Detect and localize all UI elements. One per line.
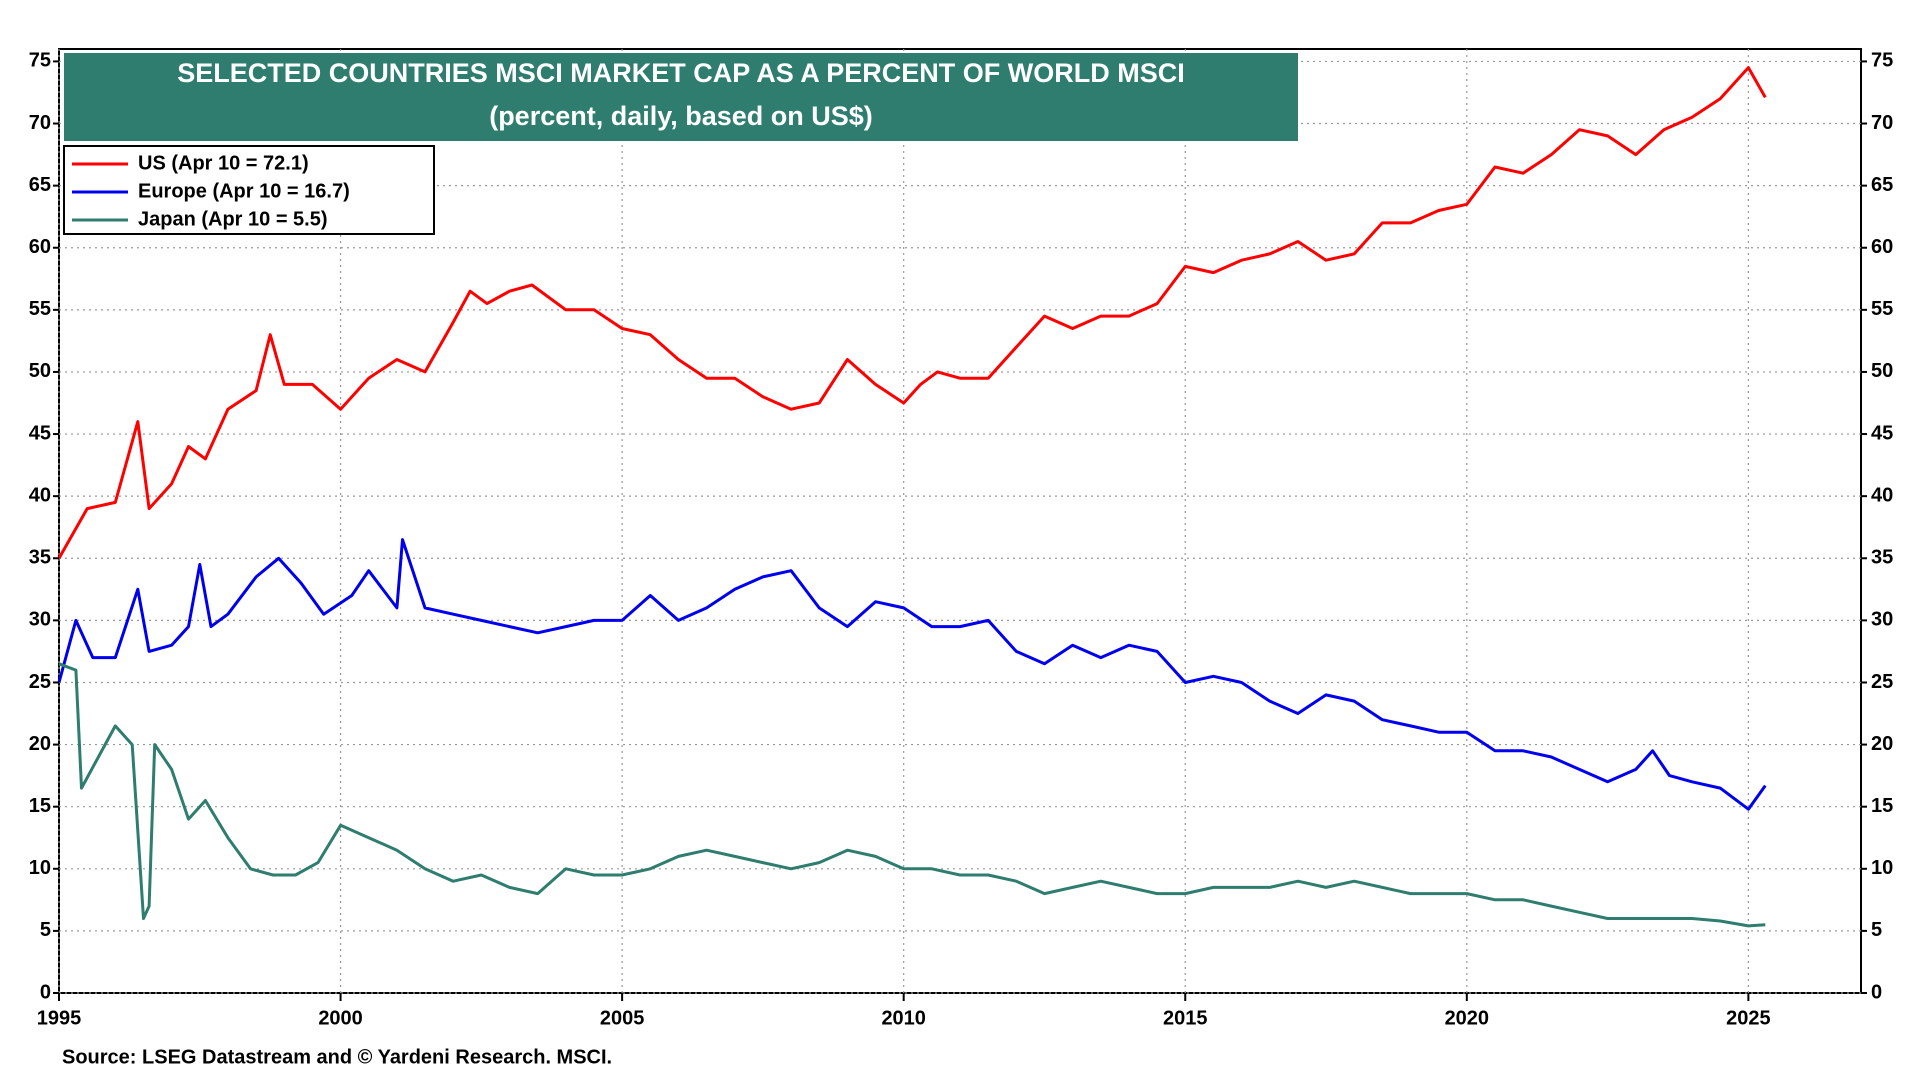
series-line	[58, 662, 1766, 928]
series-line	[57, 538, 1767, 811]
x-tick-label: 1995	[37, 1007, 82, 1029]
y2-tick-label: 20	[1871, 733, 1893, 755]
y-tick-label: 20	[29, 733, 51, 755]
title-box	[64, 53, 1298, 141]
y-tick-label: 10	[29, 857, 51, 879]
y2-tick-label: 30	[1871, 609, 1893, 631]
x-tick-label: 2005	[600, 1007, 645, 1029]
y-tick-label: 65	[29, 174, 51, 196]
y2-tick-label: 25	[1871, 671, 1893, 693]
y2-tick-label: 5	[1871, 919, 1882, 941]
y2-tick-label: 0	[1871, 981, 1882, 1003]
y2-tick-label: 10	[1871, 857, 1893, 879]
y-tick-label: 30	[29, 609, 51, 631]
chart-subtitle: (percent, daily, based on US$)	[489, 101, 873, 131]
y2-tick-label: 15	[1871, 795, 1893, 817]
y2-tick-label: 35	[1871, 547, 1893, 569]
series-line	[57, 66, 1767, 560]
legend-label: Europe (Apr 10 = 16.7)	[138, 180, 350, 202]
source: Source: LSEG Datastream and © Yardeni Re…	[62, 1046, 612, 1068]
x-tick-label: 2000	[318, 1007, 363, 1029]
y-tick-label: 75	[29, 50, 51, 72]
x-tick-label: 2015	[1163, 1007, 1208, 1029]
y2-tick-label: 65	[1871, 174, 1893, 196]
y-tick-label: 45	[29, 422, 51, 444]
y-tick-label: 35	[29, 547, 51, 569]
x-tick-label: 2020	[1445, 1007, 1490, 1029]
y2-tick-label: 55	[1871, 298, 1893, 320]
y2-tick-label: 60	[1871, 236, 1893, 258]
y2-tick-label: 45	[1871, 422, 1893, 444]
y-tick-label: 50	[29, 360, 51, 382]
x-tick-label: 2025	[1726, 1007, 1771, 1029]
y-tick-label: 55	[29, 298, 51, 320]
x-tick-label: 2010	[881, 1007, 926, 1029]
y-tick-label: 5	[40, 919, 51, 941]
chart-title: SELECTED COUNTRIES MSCI MARKET CAP AS A …	[177, 58, 1185, 88]
y2-tick-label: 50	[1871, 360, 1893, 382]
y-tick-label: 40	[29, 484, 51, 506]
y2-tick-label: 75	[1871, 50, 1893, 72]
y-tick-label: 15	[29, 795, 51, 817]
y-tick-label: 0	[40, 981, 51, 1003]
legend-label: Japan (Apr 10 = 5.5)	[138, 208, 328, 230]
y2-tick-label: 70	[1871, 112, 1893, 134]
y2-tick-label: 40	[1871, 484, 1893, 506]
legend-label: US (Apr 10 = 72.1)	[138, 152, 309, 174]
y-tick-label: 25	[29, 671, 51, 693]
y-tick-label: 70	[29, 112, 51, 134]
y-tick-label: 60	[29, 236, 51, 258]
